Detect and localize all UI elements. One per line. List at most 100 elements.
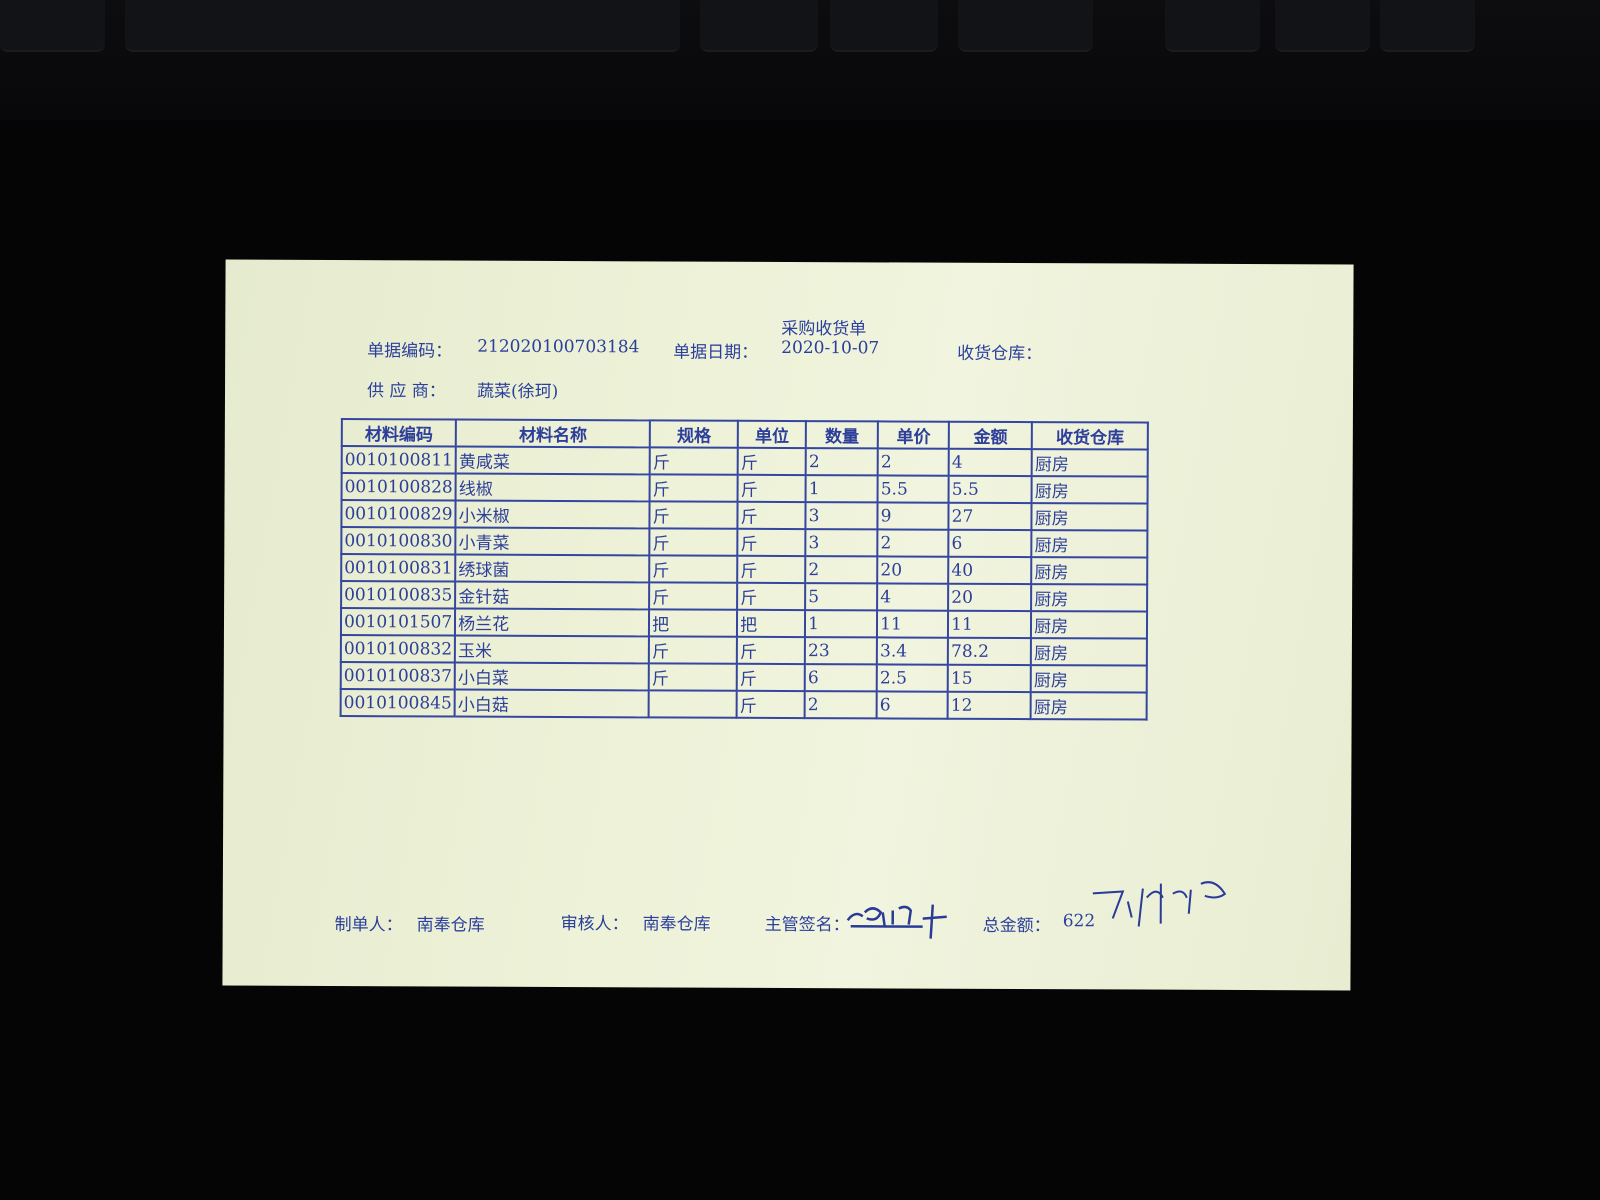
table-cell: 0010100811 (341, 446, 456, 474)
keyboard-key (700, 0, 818, 52)
table-cell: 2 (805, 448, 878, 476)
table-cell: 23 (805, 637, 878, 665)
table-cell: 0010100830 (341, 527, 456, 555)
table-cell: 厨房 (1031, 584, 1148, 612)
table-cell: 0010100832 (340, 635, 456, 663)
handwritten-signature (1092, 881, 1227, 927)
table-cell: 0010100845 (340, 689, 455, 717)
table-row: 0010100830 小青菜斤斤 3 2 6 厨房 (341, 527, 1148, 558)
table-cell: 2 (877, 448, 949, 476)
table-header-row: 材料编码 材料名称 规格 单位 数量 单价 金额 收货仓库 (341, 419, 1149, 450)
table-cell: 20 (877, 556, 949, 584)
table-cell: 3 (805, 529, 878, 557)
table-row: 0010100829 小米椒斤斤 3 9 27 厨房 (341, 500, 1148, 531)
table-cell: 斤 (737, 582, 806, 611)
table-cell: 2 (877, 529, 949, 557)
table-cell: 绣球菌 (455, 554, 650, 583)
column-header: 单位 (737, 420, 807, 449)
table-cell: 0010100829 (341, 500, 456, 528)
table-cell: 斤 (736, 690, 805, 719)
table-cell: 5 (805, 583, 878, 611)
table-row: 0010100832 玉米斤斤 23 3.4 78.2 厨房 (340, 635, 1148, 666)
table-cell (648, 690, 737, 718)
document-title: 采购收货单 (781, 318, 867, 340)
doc-date: 2020-10-07 (781, 337, 880, 359)
table-row: 0010101507 杨兰花把把 1 11 11 厨房 (340, 608, 1148, 639)
keyboard-key (830, 0, 938, 52)
table-cell: 0010100835 (341, 581, 456, 609)
table-row: 0010100831 绣球菌斤斤 2 20 40 厨房 (341, 554, 1148, 585)
table-cell: 4 (948, 448, 1032, 477)
table-cell: 厨房 (1030, 665, 1147, 693)
table-cell: 玉米 (455, 635, 650, 664)
materials-table: 材料编码 材料名称 规格 单位 数量 单价 金额 收货仓库 0010100811 黄咸菜斤斤 2 2… (340, 418, 1149, 721)
table-cell: 0010100831 (341, 554, 456, 582)
table-cell: 0010101507 (340, 608, 456, 636)
table-cell: 斤 (737, 501, 806, 530)
table-cell: 6 (876, 691, 948, 719)
table-cell: 小米椒 (455, 500, 650, 529)
table-row: 0010100811 黄咸菜斤斤 2 2 4 厨房 (341, 446, 1148, 477)
table-cell: 厨房 (1031, 530, 1148, 558)
table-cell: 20 (948, 583, 1032, 612)
warehouse-label: 收货仓库： (957, 343, 1043, 365)
doc-number-label: 单据编码： (367, 341, 453, 362)
reviewer-label: 审核人： (560, 914, 629, 935)
table-cell: 厨房 (1031, 611, 1148, 639)
table-cell: 3 (805, 502, 878, 530)
table-cell: 把 (737, 609, 806, 638)
table-cell: 0010100837 (340, 662, 456, 690)
table-cell: 2.5 (876, 664, 949, 692)
table-cell: 斤 (649, 474, 738, 502)
table-cell: 斤 (649, 501, 738, 529)
table-cell: 27 (948, 502, 1032, 531)
receipt-paper: 采购收货单 单据编码： 212020100703184 单据日期： 2020-1… (222, 259, 1354, 991)
table-cell: 把 (649, 609, 738, 637)
maker: 南奉仓库 (416, 915, 485, 936)
table-cell: 11 (948, 610, 1032, 639)
table-row: 0010100828 线椒斤斤 1 5.5 5.5 厨房 (341, 473, 1148, 504)
table-cell: 斤 (737, 555, 806, 584)
table-cell: 斤 (737, 447, 806, 476)
table-cell: 斤 (737, 636, 806, 665)
table-cell: 金针菇 (455, 581, 650, 610)
supervisor-label: 主管签名： (764, 914, 850, 936)
column-header: 单价 (877, 421, 950, 449)
table-cell: 斤 (737, 474, 806, 503)
column-header: 金额 (948, 421, 1033, 450)
supervisor-signature (846, 904, 947, 939)
table-cell: 12 (947, 691, 1031, 720)
table-cell: 小白菜 (454, 662, 650, 691)
table-cell: 15 (947, 664, 1031, 693)
keyboard-key (0, 0, 105, 52)
table-cell: 斤 (737, 528, 806, 557)
supplier: 蔬菜(徐珂) (476, 381, 559, 402)
keyboard-key (1380, 0, 1475, 52)
table-cell: 小青菜 (455, 527, 650, 556)
supplier-label: 供 应 商： (366, 381, 446, 402)
table-cell: 6 (804, 664, 878, 692)
table-cell: 厨房 (1031, 449, 1148, 477)
table-cell: 黄咸菜 (455, 446, 650, 475)
table-cell: 小白菇 (454, 689, 649, 718)
table-cell: 40 (948, 556, 1032, 585)
table-cell: 斤 (649, 447, 738, 475)
table-cell: 厨房 (1030, 638, 1148, 666)
table-cell: 5.5 (877, 475, 949, 503)
table-cell: 9 (877, 502, 949, 530)
total-label: 总金额： (982, 915, 1051, 937)
table-cell: 6 (948, 529, 1032, 558)
table-row: 0010100837 小白菜斤斤 6 2.5 15 厨房 (340, 662, 1147, 693)
table-cell: 2 (805, 556, 878, 584)
table-cell: 1 (805, 475, 878, 503)
keyboard-key (958, 0, 1093, 52)
maker-label: 制单人： (334, 915, 403, 936)
doc-number: 212020100703184 (477, 336, 640, 358)
table-cell: 厨房 (1031, 503, 1148, 531)
table-cell: 2 (804, 691, 877, 719)
table-cell: 厨房 (1031, 557, 1148, 585)
keyboard-key (1165, 0, 1260, 52)
table-cell: 0010100828 (341, 473, 456, 501)
table-cell: 5.5 (948, 475, 1032, 504)
reviewer: 南奉仓库 (642, 914, 711, 935)
